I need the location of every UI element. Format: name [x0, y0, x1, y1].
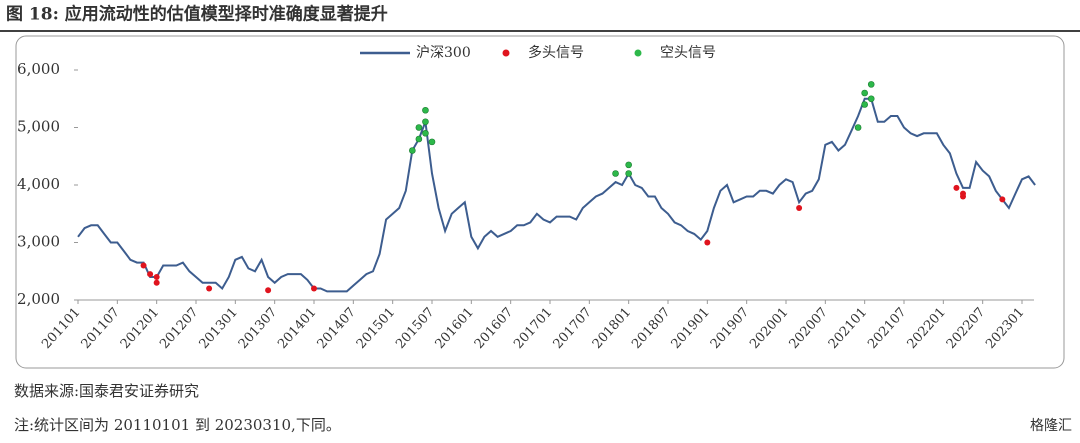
signal-point: [147, 271, 154, 278]
signal-point: [867, 95, 875, 103]
x-tick-label: 202207: [944, 305, 988, 352]
x-tick-label: 201401: [275, 305, 319, 352]
signal-point: [415, 135, 423, 143]
x-tick-label: 201407: [315, 305, 359, 352]
signal-point: [153, 279, 160, 286]
signal-point: [140, 262, 147, 269]
x-tick-label: 201307: [236, 305, 280, 352]
signal-point: [867, 81, 875, 88]
title: 图 18: 应用流动性的估值模型择时准确度显著提升: [6, 4, 388, 25]
signal-point: [796, 205, 803, 211]
signal-point: [422, 106, 429, 114]
watermark: 格隆汇: [1030, 418, 1072, 434]
signal-point: [612, 170, 619, 177]
x-tick-label: 201201: [118, 305, 162, 352]
signal-point: [311, 285, 317, 292]
signal-point: [265, 287, 272, 294]
x-tick-label: 201507: [393, 305, 437, 352]
frame: [15, 35, 1065, 369]
x-tick-label: 202301: [983, 305, 1027, 352]
signal-point: [999, 196, 1006, 203]
x-tick-label: 202001: [747, 305, 791, 352]
signal-point: [422, 129, 429, 137]
legend-label: 沪深300: [416, 45, 471, 61]
signal-point: [625, 170, 632, 177]
x-tick-label: 201601: [433, 305, 477, 352]
note: 注:统计区间为 20110101 到 20230310,下同。: [14, 416, 341, 434]
signal-point: [704, 239, 711, 246]
legend-label: 空头信号: [660, 45, 716, 61]
x-tick-label: 201901: [669, 305, 713, 352]
x-tick-label: 201107: [79, 305, 123, 352]
signal-point: [409, 147, 416, 154]
x-tick-label: 201501: [354, 305, 398, 352]
signal-point: [960, 193, 966, 200]
signal-point: [625, 161, 632, 169]
price-line: [77, 97, 1036, 293]
y-tick-label: 6,000: [17, 60, 60, 78]
x-tick-label: 201207: [157, 305, 201, 352]
legend-swatch: [502, 49, 510, 57]
x-tick-label: 201607: [472, 305, 516, 352]
y-tick-label: 2,000: [17, 290, 60, 308]
signal-point: [861, 101, 868, 108]
signal-point: [854, 124, 862, 131]
x-tick-label: 201707: [551, 305, 595, 352]
x-tick-label: 201801: [590, 305, 634, 352]
x-tick-label: 202107: [865, 305, 909, 352]
legend-swatch: [634, 49, 642, 57]
source: 数据来源:国泰君安证券研究: [14, 382, 199, 400]
x-tick-label: 201701: [511, 305, 555, 352]
x-tick-label: 201101: [39, 305, 83, 352]
signal-point: [153, 274, 160, 280]
signal-point: [428, 138, 436, 146]
signal-point: [415, 124, 423, 131]
x-tick-label: 202201: [905, 305, 949, 352]
x-tick-label: 202007: [787, 305, 831, 352]
legend-label: 多头信号: [528, 44, 584, 61]
signal-point: [206, 285, 213, 292]
x-tick-label: 201907: [708, 305, 752, 352]
y-tick-label: 4,000: [17, 175, 60, 193]
signal-point: [861, 89, 868, 97]
x-tick-label: 202101: [826, 305, 870, 352]
x-tick-label: 201301: [197, 305, 241, 352]
y-tick-label: 3,000: [17, 233, 60, 251]
signal-point: [953, 184, 960, 191]
y-tick-label: 5,000: [17, 118, 60, 136]
x-tick-label: 201807: [629, 305, 673, 352]
signal-point: [422, 118, 429, 126]
